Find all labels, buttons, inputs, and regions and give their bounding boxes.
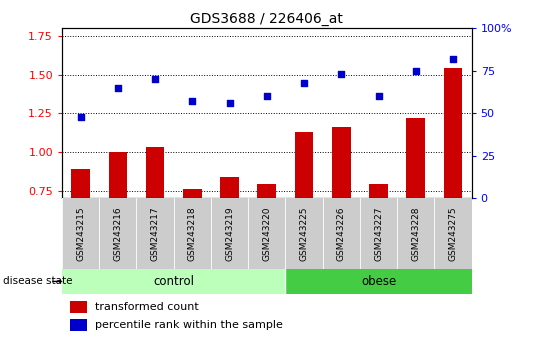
Text: GSM243217: GSM243217 (150, 206, 160, 261)
Bar (70, 301, 87, 313)
Point (300, 80, 308, 86)
Bar (71, 169, 90, 198)
Bar (108, 152, 127, 198)
Text: transformed count: transformed count (95, 302, 198, 312)
Point (151, 76, 160, 82)
Point (374, 93, 383, 99)
Bar (146, 147, 164, 198)
Point (262, 93, 271, 99)
Text: GSM243219: GSM243219 (225, 206, 234, 261)
Point (225, 100, 234, 106)
Point (448, 56, 457, 62)
Point (188, 98, 197, 104)
Text: GSM243227: GSM243227 (374, 206, 383, 261)
Text: obese: obese (361, 275, 396, 288)
Text: percentile rank within the sample: percentile rank within the sample (95, 320, 282, 330)
Bar (406, 118, 425, 198)
Title: GDS3688 / 226406_at: GDS3688 / 226406_at (190, 12, 343, 26)
Text: GSM243220: GSM243220 (262, 206, 271, 261)
Bar (258, 184, 276, 198)
Bar (183, 189, 202, 198)
Text: GSM243228: GSM243228 (411, 206, 420, 261)
Bar (444, 68, 462, 198)
Text: GSM243275: GSM243275 (448, 206, 458, 261)
Bar (332, 127, 350, 198)
Bar (70, 319, 87, 331)
Bar (220, 177, 239, 198)
Text: disease state: disease state (3, 276, 72, 286)
Point (77, 114, 85, 120)
Point (114, 85, 122, 91)
Text: GSM243215: GSM243215 (76, 206, 85, 261)
Text: GSM243218: GSM243218 (188, 206, 197, 261)
Text: GSM243225: GSM243225 (300, 206, 308, 261)
Text: control: control (153, 275, 194, 288)
Text: GSM243216: GSM243216 (113, 206, 122, 261)
Point (337, 72, 345, 77)
Bar (295, 132, 313, 198)
Bar (286, 269, 472, 294)
Point (411, 68, 420, 74)
Bar (369, 184, 388, 198)
Bar (62, 269, 286, 294)
Text: GSM243226: GSM243226 (337, 206, 346, 261)
